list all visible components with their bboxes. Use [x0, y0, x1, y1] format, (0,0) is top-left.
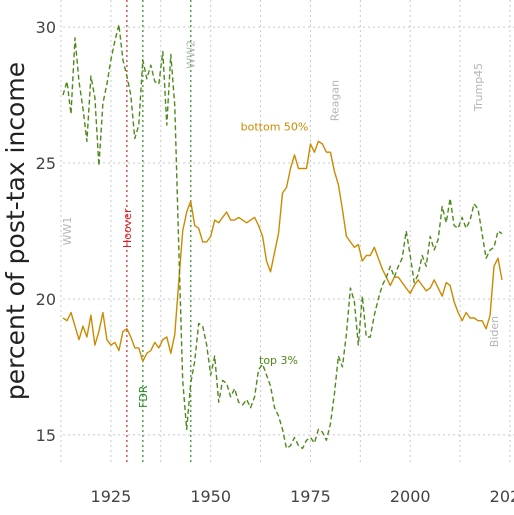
- event-label: WW1: [61, 217, 74, 246]
- event-label: Reagan: [328, 80, 341, 121]
- series-annotation: top 3%: [259, 354, 298, 367]
- event-label: Hoover: [121, 208, 134, 248]
- axis-ticks: 1520253019251950197520002025: [36, 18, 514, 506]
- series-line: [62, 23, 503, 450]
- y-tick-label: 30: [36, 18, 56, 37]
- event-label: WW2: [185, 40, 198, 69]
- y-tick-label: 15: [36, 426, 56, 445]
- event-label: FDR: [137, 385, 150, 408]
- x-tick-label: 1925: [91, 487, 132, 506]
- data-series: [62, 23, 503, 450]
- series-line: [62, 140, 503, 363]
- x-tick-label: 2000: [390, 487, 431, 506]
- y-axis-label: percent of post-tax income: [1, 62, 30, 400]
- y-tick-label: 25: [36, 154, 56, 173]
- x-tick-label: 1975: [290, 487, 331, 506]
- series-annotation: bottom 50%: [241, 120, 309, 133]
- gridlines: [60, 0, 514, 462]
- event-label: Trump45: [472, 63, 485, 112]
- x-tick-label: 1950: [190, 487, 231, 506]
- event-label: Biden: [488, 316, 501, 347]
- y-tick-label: 20: [36, 290, 56, 309]
- series-annotations: bottom 50% top 3%: [241, 120, 309, 367]
